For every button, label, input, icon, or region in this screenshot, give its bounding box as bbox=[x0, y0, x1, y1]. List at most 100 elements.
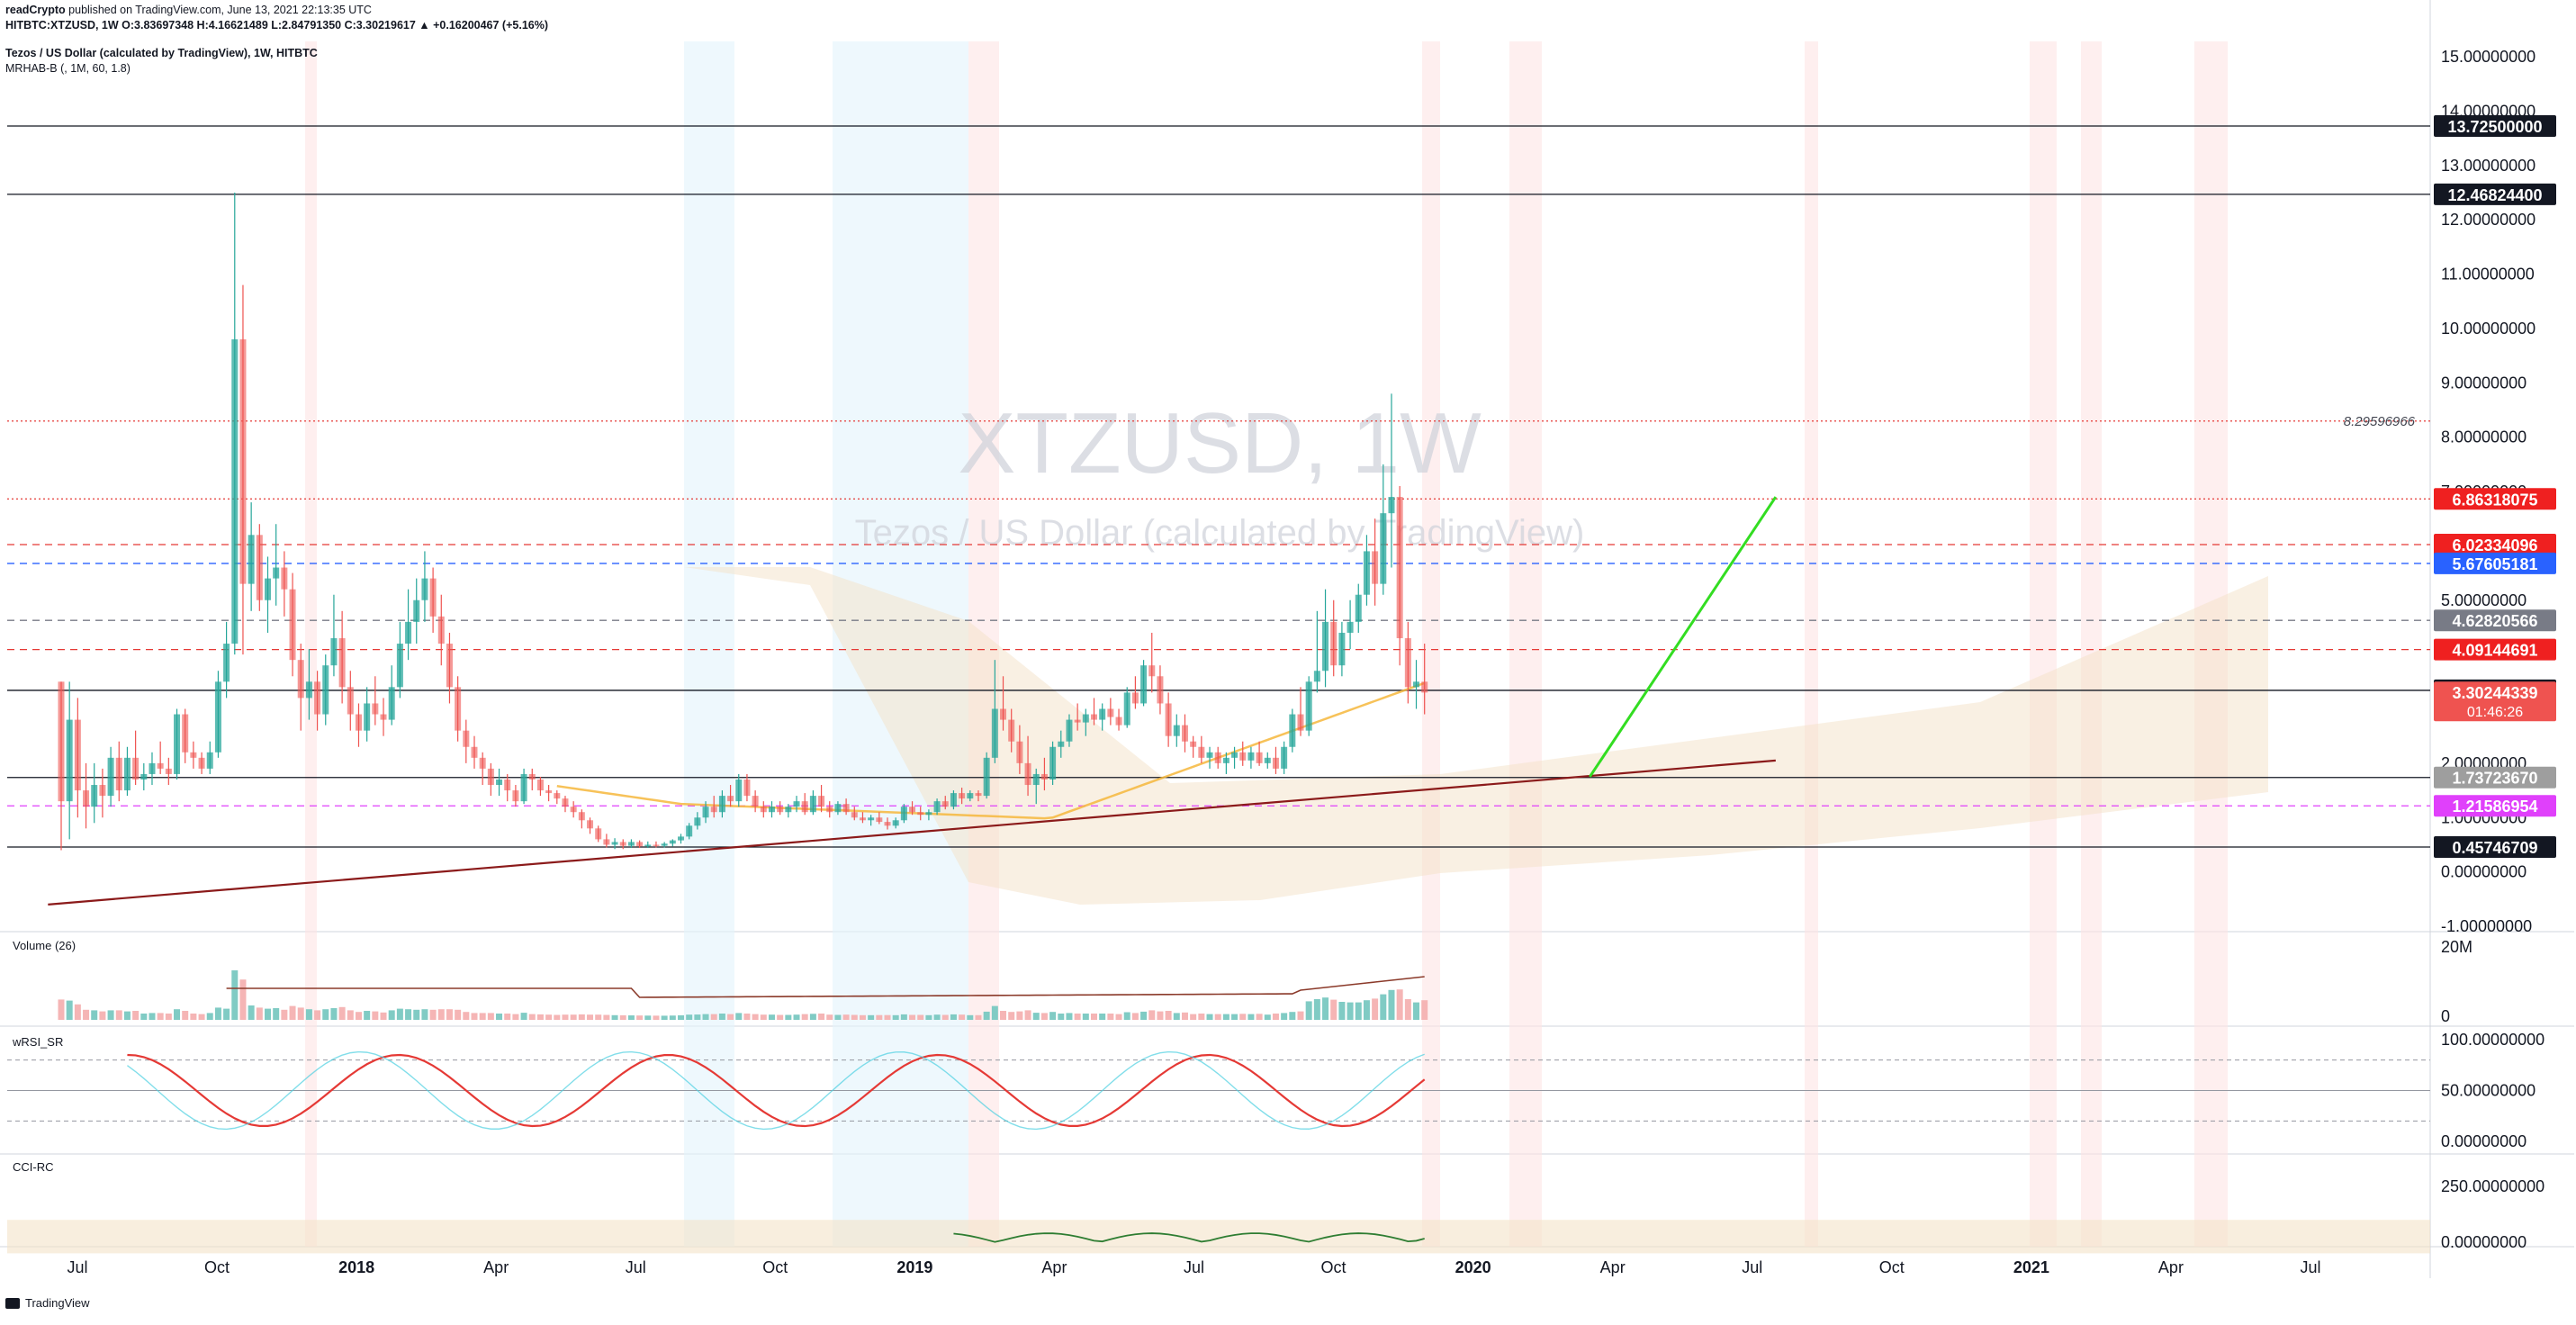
candle-body bbox=[1380, 513, 1387, 584]
time-axis-tick: Jul bbox=[1742, 1258, 1762, 1276]
wrsi-line bbox=[127, 1053, 1426, 1128]
candle-body bbox=[1165, 703, 1172, 736]
candle-body bbox=[165, 768, 172, 774]
candle-body bbox=[1372, 551, 1379, 584]
watermark-name: Tezos / US Dollar (calculated by Trading… bbox=[855, 513, 1585, 553]
price-axis-label bbox=[2434, 533, 2556, 555]
volume-bar bbox=[917, 1014, 924, 1020]
price-axis-tick: 0.00000000 bbox=[2441, 863, 2526, 881]
candle-body bbox=[1289, 714, 1296, 747]
volume-bar bbox=[975, 1014, 982, 1020]
volume-bar bbox=[388, 1010, 395, 1020]
volume-bar bbox=[876, 1014, 883, 1020]
candle-body bbox=[1016, 741, 1023, 763]
volume-bar bbox=[132, 1011, 140, 1020]
volume-bar bbox=[165, 1014, 172, 1020]
volume-bar bbox=[536, 1014, 544, 1020]
candle-body bbox=[157, 762, 164, 769]
volume-bar bbox=[479, 1013, 486, 1020]
price-axis-label-text: 1.73723670 bbox=[2452, 770, 2537, 788]
candle-body bbox=[925, 812, 932, 816]
candle-body bbox=[834, 804, 842, 813]
volume-bar bbox=[380, 1012, 387, 1020]
candle-body bbox=[1388, 497, 1395, 514]
footer-brand[interactable]: TradingView bbox=[5, 1296, 90, 1310]
volume-bar bbox=[1206, 1014, 1213, 1020]
candle-body bbox=[380, 714, 387, 720]
candle-body bbox=[1131, 692, 1139, 704]
volume-bar bbox=[636, 1015, 644, 1020]
volume-bar bbox=[190, 1014, 197, 1020]
cci-panel-title: CCI-RC bbox=[13, 1160, 54, 1174]
price-axis-tick: 9.00000000 bbox=[2441, 374, 2526, 392]
price-axis-label bbox=[2434, 836, 2556, 859]
candle-body bbox=[975, 793, 982, 797]
volume-bar bbox=[554, 1014, 561, 1020]
candle-body bbox=[627, 842, 635, 846]
candle-body bbox=[578, 812, 585, 821]
publisher-name[interactable]: readCrypto bbox=[5, 4, 66, 16]
volume-bar bbox=[1281, 1013, 1288, 1020]
volume-bar bbox=[892, 1014, 899, 1020]
candle-body bbox=[917, 812, 924, 816]
price-axis-tick: 12.00000000 bbox=[2441, 211, 2535, 229]
candle-body bbox=[1008, 719, 1015, 742]
volume-bar bbox=[206, 1013, 213, 1020]
indicator-mrhab-legend[interactable]: MRHAB-B (, 1M, 60, 1.8) bbox=[5, 62, 131, 75]
volume-bar bbox=[627, 1015, 635, 1020]
volume-bar bbox=[1363, 1000, 1370, 1020]
series-title[interactable]: Tezos / US Dollar (calculated by Trading… bbox=[5, 47, 318, 59]
candle-body bbox=[455, 687, 462, 731]
candle-body bbox=[1024, 762, 1031, 786]
volume-bar bbox=[611, 1014, 618, 1020]
price-axis-label-text: 6.02334096 bbox=[2452, 536, 2537, 554]
volume-bar bbox=[504, 1014, 511, 1020]
price-axis-label bbox=[2434, 638, 2556, 661]
candle-body bbox=[619, 842, 626, 846]
trendline-long-support bbox=[48, 759, 1776, 906]
candle-body bbox=[1123, 692, 1130, 726]
volume-bar bbox=[107, 1010, 114, 1020]
volume-bar bbox=[727, 1014, 734, 1020]
volume-bar bbox=[950, 1014, 957, 1020]
candle-body bbox=[718, 796, 725, 813]
countdown-text: 01:46:26 bbox=[2467, 705, 2523, 720]
candle-body bbox=[496, 779, 503, 786]
candle-body bbox=[388, 687, 395, 720]
price-axis-tick: 15.00000000 bbox=[2441, 48, 2535, 66]
candle-body bbox=[1040, 773, 1048, 780]
volume-bar bbox=[702, 1014, 709, 1020]
time-axis-tick: Jul bbox=[1184, 1258, 1204, 1276]
candle-body bbox=[265, 578, 271, 600]
volume-bar bbox=[785, 1014, 792, 1020]
volume-bar bbox=[760, 1014, 767, 1020]
candle-body bbox=[876, 817, 883, 823]
volume-bar bbox=[710, 1014, 717, 1020]
volume-bar bbox=[83, 1009, 90, 1020]
volume-bar bbox=[1272, 1014, 1279, 1020]
candle-body bbox=[793, 801, 800, 807]
candle-body bbox=[330, 638, 338, 666]
volume-bar bbox=[347, 1010, 354, 1020]
candle-body bbox=[909, 807, 916, 813]
price-axis-label-text: 12.46824400 bbox=[2447, 186, 2542, 204]
volume-bar bbox=[1404, 999, 1411, 1020]
candle-body bbox=[752, 796, 759, 807]
volume-bar bbox=[1066, 1013, 1073, 1020]
volume-bar bbox=[265, 1008, 271, 1020]
volume-bar bbox=[66, 1000, 73, 1020]
volume-bar bbox=[1198, 1014, 1205, 1020]
time-axis-tick: Jul bbox=[626, 1258, 646, 1276]
volume-bar bbox=[1107, 1014, 1114, 1020]
volume-bar bbox=[686, 1014, 693, 1020]
volume-bar bbox=[1338, 1002, 1346, 1020]
candle-body bbox=[1231, 752, 1238, 758]
candle-body bbox=[174, 714, 181, 774]
tradingview-logo-icon bbox=[5, 1297, 20, 1309]
candle-body bbox=[115, 757, 122, 791]
cci-band bbox=[7, 1220, 2430, 1254]
volume-bar bbox=[463, 1012, 470, 1020]
volume-bar bbox=[595, 1014, 602, 1020]
candle-body bbox=[826, 807, 833, 813]
